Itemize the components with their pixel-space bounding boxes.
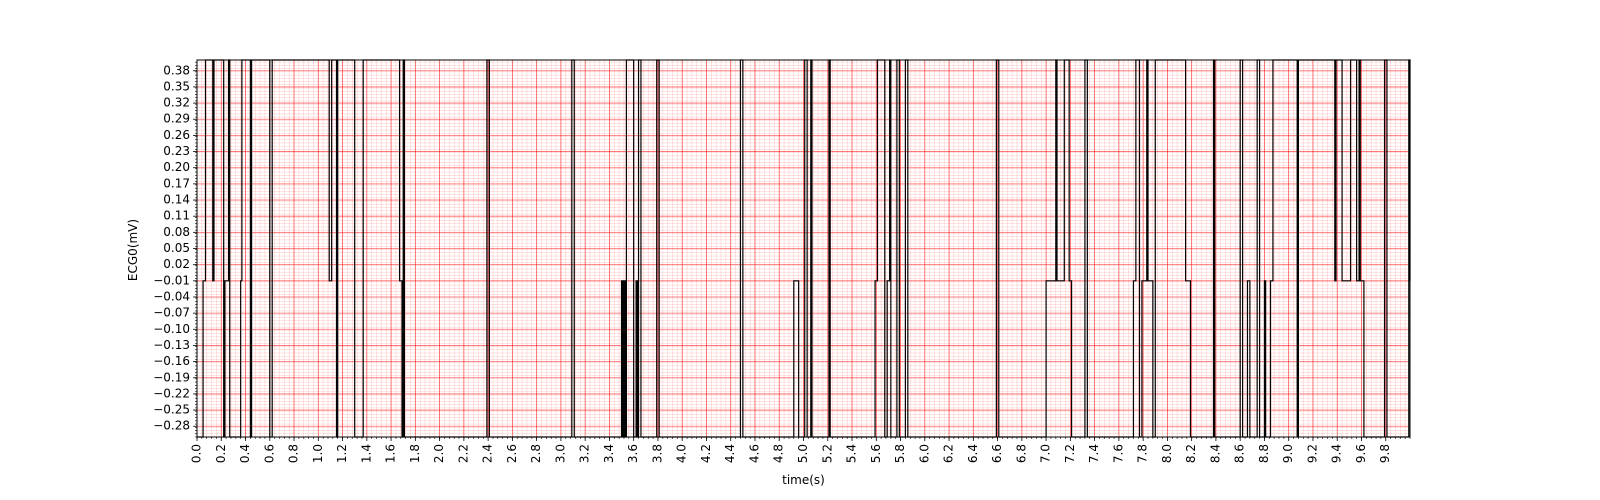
y-tick-label: −0.13	[153, 338, 190, 352]
y-tick-label: 0.23	[163, 144, 190, 158]
x-tick-label: 9.0	[1281, 444, 1295, 463]
x-axis-ticks: 0.0 0.2 0.4 0.6 0.8 1.0 1.2 1.4 1.6 1.8 2.0 2.2 2.4 2…	[190, 437, 1411, 463]
y-tick-label: −0.22	[153, 386, 190, 400]
x-tick-label: 8.6	[1233, 444, 1247, 463]
x-tick-label: 5.4	[845, 444, 859, 463]
y-tick-label: 0.32	[163, 96, 190, 110]
x-tick-label: 5.8	[893, 444, 907, 463]
x-tick-label: 4.8	[772, 444, 786, 463]
x-tick-label: 3.2	[578, 444, 592, 463]
y-tick-label: −0.07	[153, 306, 190, 320]
x-tick-label: 9.6	[1354, 444, 1368, 463]
x-tick-label: 6.2	[942, 444, 956, 463]
x-tick-label: 1.6	[384, 444, 398, 463]
y-axis-ticks: −0.28 −0.25 −0.22 −0.19 −0.16 −0.13 −0.10 −0.07…	[153, 61, 197, 438]
y-tick-label: 0.02	[163, 257, 190, 271]
x-tick-label: 2.6	[505, 444, 519, 463]
y-tick-label: −0.10	[153, 322, 190, 336]
x-tick-label: 9.8	[1378, 444, 1392, 463]
x-tick-label: 7.4	[1087, 444, 1101, 463]
x-tick-label: 9.2	[1305, 444, 1319, 463]
x-tick-label: 4.4	[723, 444, 737, 463]
y-tick-label: 0.29	[163, 112, 190, 126]
y-tick-label: −0.28	[153, 419, 190, 433]
x-tick-label: 3.8	[650, 444, 664, 463]
x-tick-label: 2.8	[529, 444, 543, 463]
x-tick-label: 2.4	[481, 444, 495, 463]
x-tick-label: 8.4	[1208, 444, 1222, 463]
x-tick-label: 0.4	[238, 444, 252, 463]
x-tick-label: 7.6	[1111, 444, 1125, 463]
y-tick-label: 0.08	[163, 225, 190, 239]
x-tick-label: 6.8	[1014, 444, 1028, 463]
x-tick-label: 8.0	[1160, 444, 1174, 463]
y-tick-label: 0.35	[163, 79, 190, 93]
y-tick-label: −0.19	[153, 370, 190, 384]
x-tick-label: 5.2	[820, 444, 834, 463]
x-tick-label: 6.6	[990, 444, 1004, 463]
x-tick-label: 7.0	[1039, 444, 1053, 463]
x-tick-label: 1.0	[311, 444, 325, 463]
y-tick-label: 0.26	[163, 128, 190, 142]
x-tick-label: 9.4	[1330, 444, 1344, 463]
x-tick-label: 6.0	[917, 444, 931, 463]
x-tick-label: 0.0	[190, 444, 204, 463]
x-tick-label: 7.8	[1136, 444, 1150, 463]
y-tick-label: 0.20	[163, 160, 190, 174]
x-tick-label: 3.0	[553, 444, 567, 463]
x-tick-label: 2.0	[432, 444, 446, 463]
y-tick-label: −0.16	[153, 354, 190, 368]
x-tick-label: 8.8	[1257, 444, 1271, 463]
x-tick-label: 4.6	[747, 444, 761, 463]
y-tick-label: −0.01	[153, 273, 190, 287]
x-tick-label: 5.0	[796, 444, 810, 463]
y-tick-label: 0.38	[163, 63, 190, 77]
y-tick-label: 0.11	[163, 209, 190, 223]
y-tick-label: 0.14	[163, 193, 190, 207]
x-tick-label: 3.4	[602, 444, 616, 463]
x-tick-label: 5.6	[869, 444, 883, 463]
x-tick-label: 3.6	[626, 444, 640, 463]
x-tick-label: 6.4	[966, 444, 980, 463]
x-tick-label: 4.2	[699, 444, 713, 463]
x-tick-label: 4.0	[675, 444, 689, 463]
x-tick-label: 0.8	[287, 444, 301, 463]
x-tick-label: 0.2	[214, 444, 228, 463]
x-axis-label: time(s)	[782, 473, 825, 487]
x-tick-label: 2.2	[456, 444, 470, 463]
x-tick-label: 7.2	[1063, 444, 1077, 463]
x-tick-label: 1.2	[335, 444, 349, 463]
x-tick-label: 8.2	[1184, 444, 1198, 463]
y-axis-label: ECG0(mV)	[126, 219, 140, 281]
y-tick-label: −0.25	[153, 403, 190, 417]
y-tick-label: −0.04	[153, 289, 190, 303]
x-tick-label: 0.6	[262, 444, 276, 463]
x-tick-label: 1.4	[359, 444, 373, 463]
y-tick-label: 0.17	[163, 176, 190, 190]
x-tick-label: 1.8	[408, 444, 422, 463]
y-tick-label: 0.05	[163, 241, 190, 255]
